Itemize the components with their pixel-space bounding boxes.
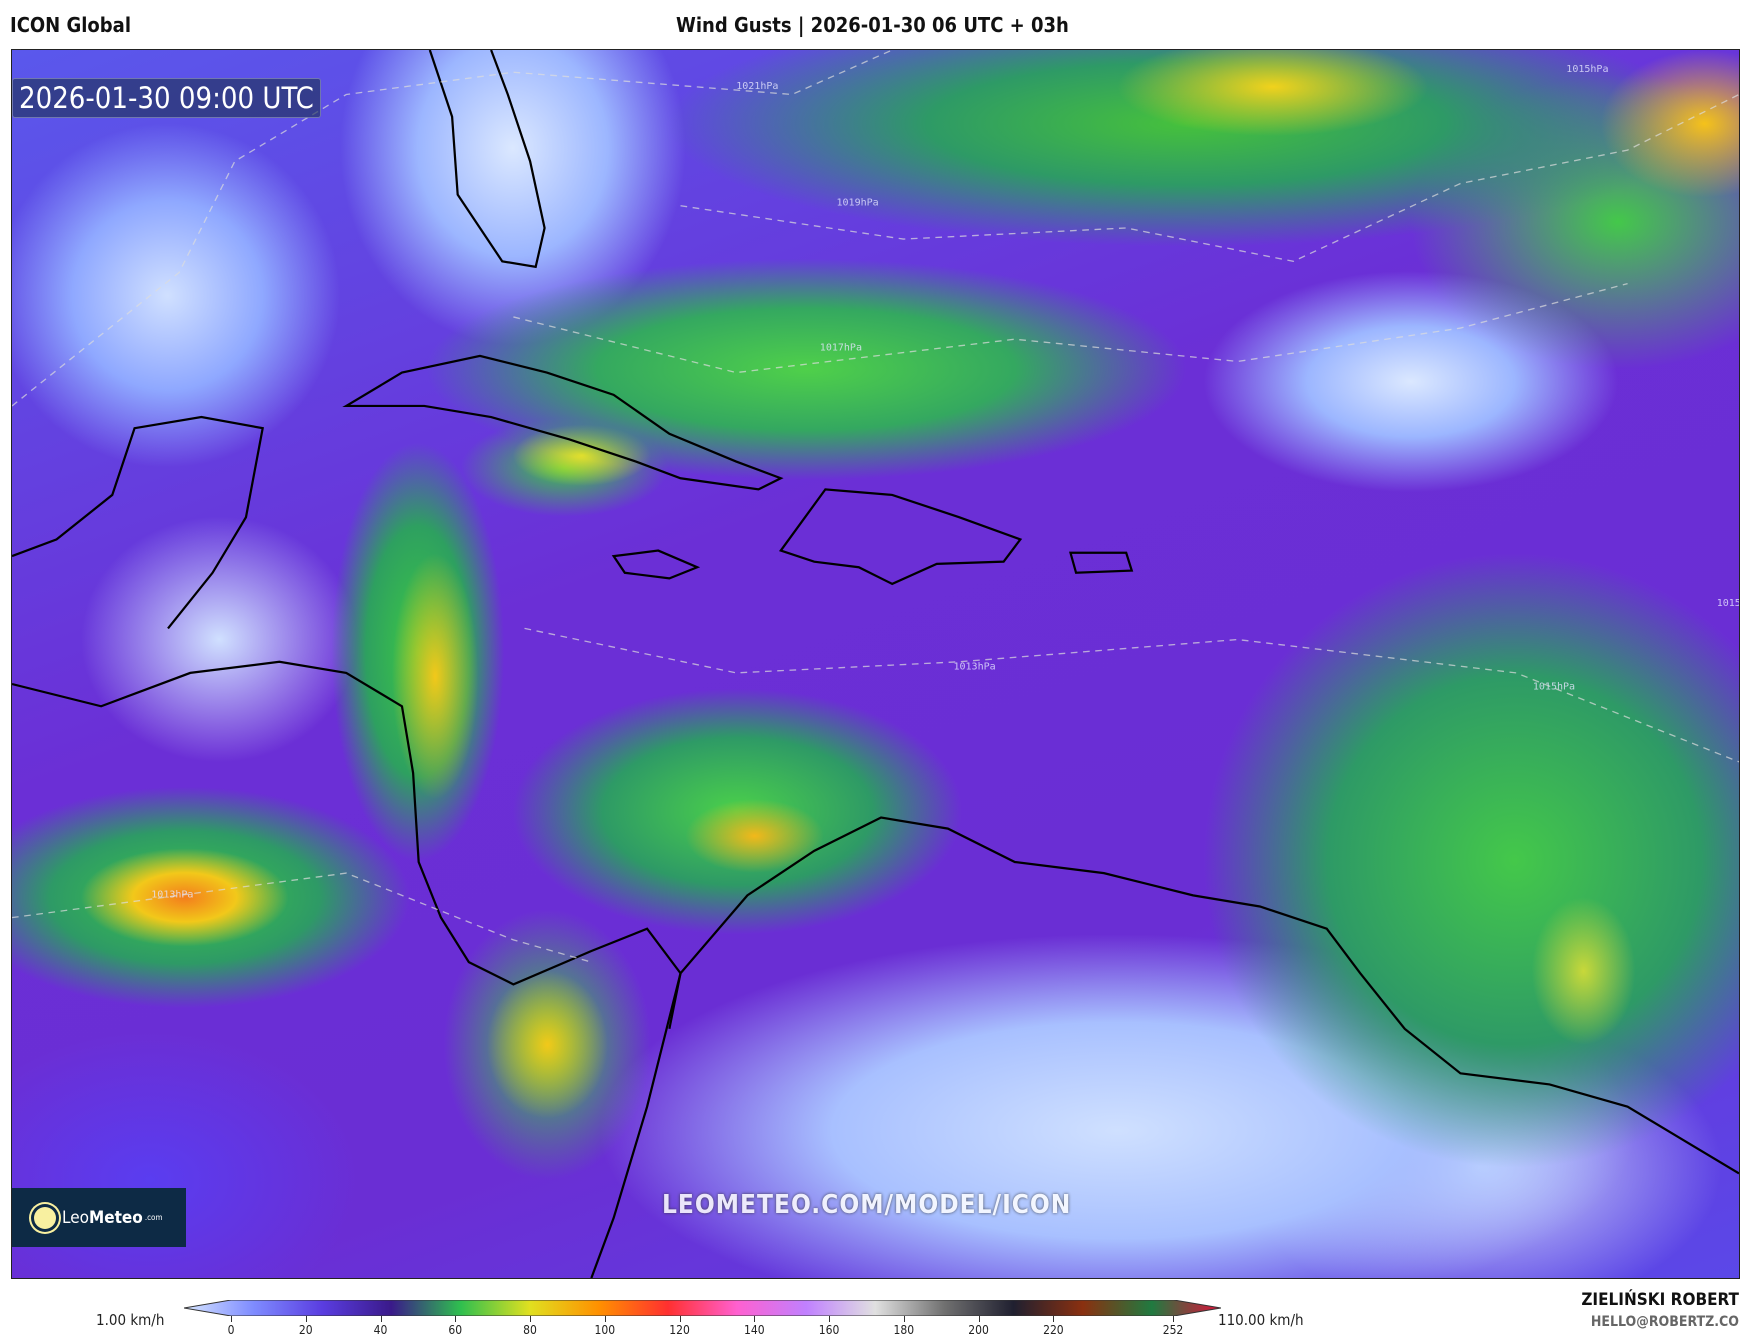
colorbar-tick-label: 252: [1162, 1323, 1184, 1337]
colorbar-tick-label: 200: [968, 1323, 989, 1337]
colorbar-tick-label: 160: [818, 1323, 840, 1337]
logo-text-bold: Meteo: [89, 1207, 143, 1228]
colorbar-tick-label: 20: [298, 1323, 313, 1337]
isobar: [12, 50, 893, 407]
colorbar-max-label: 110.00 km/h: [1218, 1311, 1304, 1329]
colorbar-gradient: [184, 1300, 1221, 1316]
colorbar-tick-label: 60: [448, 1323, 463, 1337]
colorbar-tick-label: 80: [523, 1323, 537, 1337]
isobar: [12, 872, 592, 963]
isobar-label: 1015hPa: [1717, 598, 1739, 609]
watermark: LEOMETEO.COM/MODEL/ICON: [662, 1190, 1072, 1220]
isobar-label: 1015hPa: [1533, 682, 1575, 693]
florida-coast: [428, 50, 546, 269]
jamaica-coast: [611, 549, 701, 580]
cuba-coast: [342, 354, 784, 491]
valid-time-label: 2026-01-30 09:00 UTC: [12, 78, 321, 118]
logo-text-light: Leo: [62, 1207, 89, 1228]
colorbar-tick: [978, 1316, 980, 1322]
wind-gust-map[interactable]: 1021hPa 1019hPa 1017hPa 1015hPa 1013hPa …: [11, 49, 1740, 1279]
isobar-label: 1021hPa: [736, 81, 778, 92]
central-america-coast: [12, 660, 682, 1030]
colorbar-tick-label: 40: [373, 1323, 388, 1337]
isobar: [524, 627, 1739, 763]
colorbar-tick-label: 0: [227, 1323, 235, 1337]
colorbar-min-label: 1.00 km/h: [96, 1311, 165, 1329]
isobar-label: 1017hPa: [820, 342, 862, 353]
logo-suffix: .com: [144, 1213, 163, 1222]
author-email[interactable]: HELLO@ROBERTZ.CO: [1590, 1314, 1739, 1330]
isobar-label: 1019hPa: [837, 198, 879, 209]
leometeo-logo[interactable]: Leo Meteo .com: [12, 1188, 186, 1247]
colorbar-tick: [604, 1316, 606, 1322]
colorbar-tick: [1053, 1316, 1055, 1322]
isobar-label: 1013hPa: [151, 890, 193, 901]
model-name: ICON Global: [10, 13, 131, 37]
sun-icon: [34, 1206, 56, 1229]
isobar: [513, 282, 1628, 374]
colorbar-tick: [829, 1316, 831, 1322]
colorbar: [184, 1300, 1221, 1316]
colorbar-tick: [380, 1316, 382, 1322]
colorbar-tick: [231, 1316, 232, 1322]
chart-title: Wind Gusts | 2026-01-30 06 UTC + 03h: [676, 13, 1069, 37]
hispaniola-coast: [778, 488, 1023, 586]
colorbar-tick: [455, 1316, 457, 1322]
south-america-coast: [590, 816, 1739, 1278]
colorbar-tick: [305, 1316, 307, 1322]
puerto-rico-coast: [1069, 551, 1134, 574]
isobar-label: 1015hPa: [1566, 64, 1608, 75]
colorbar-tick: [903, 1316, 905, 1322]
colorbar-tick-label: 220: [1043, 1323, 1064, 1337]
isobar-label: 1013hPa: [953, 662, 995, 673]
colorbar-tick-label: 180: [893, 1323, 915, 1337]
isobar: [680, 93, 1739, 263]
yucatan-coast: [12, 415, 264, 630]
colorbar-tick-label: 100: [594, 1323, 616, 1337]
author-name: ZIELIŃSKI ROBERT: [1581, 1290, 1739, 1310]
colorbar-tick: [679, 1316, 681, 1322]
colorbar-tick-label: 140: [744, 1323, 765, 1337]
colorbar-tick: [754, 1316, 756, 1322]
coastlines-layer: 1021hPa 1019hPa 1017hPa 1015hPa 1013hPa …: [12, 50, 1739, 1278]
colorbar-tick-label: 120: [669, 1323, 690, 1337]
colorbar-tick: [1173, 1316, 1174, 1322]
colorbar-tick: [530, 1316, 532, 1322]
